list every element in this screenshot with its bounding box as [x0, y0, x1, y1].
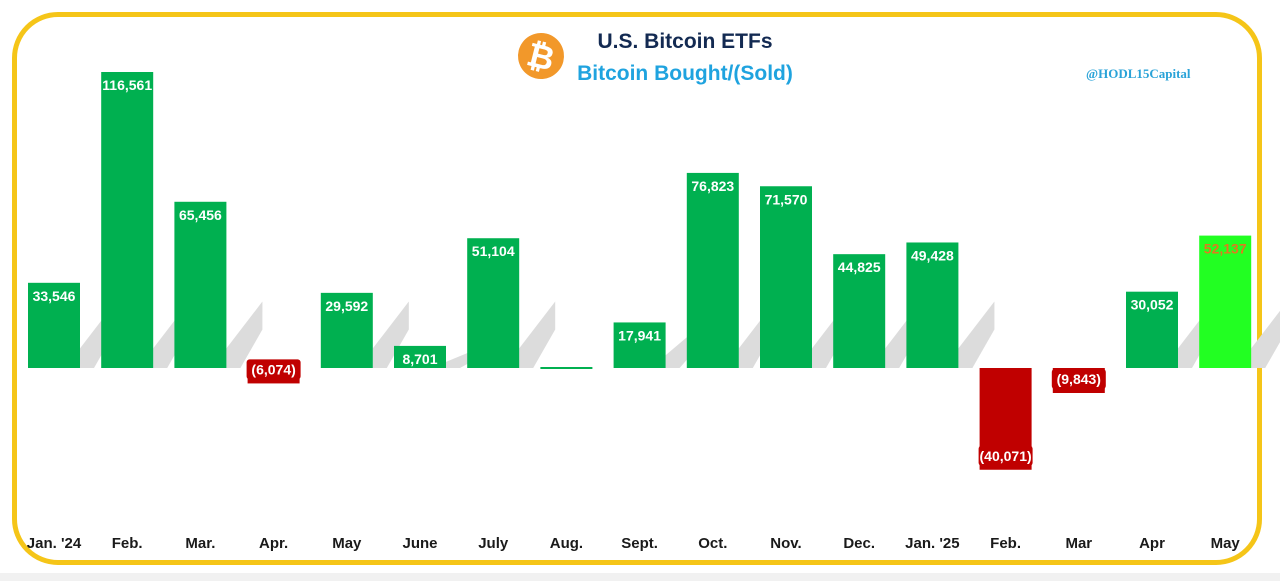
x-tick-label: Feb. — [112, 535, 143, 552]
bar-shadow — [372, 301, 409, 368]
bar-label: 29,592 — [325, 298, 368, 314]
bar-label-bg — [246, 359, 301, 380]
bar-label: (40,071) — [980, 448, 1032, 464]
bar-1 — [101, 72, 154, 368]
bar-shadow — [958, 301, 995, 368]
bar-label: 76,823 — [691, 178, 734, 194]
bar-0 — [28, 282, 80, 368]
bar-label: 17,941 — [618, 327, 661, 343]
bar-label: 65,456 — [179, 207, 222, 223]
bar-15 — [1126, 291, 1178, 368]
bar-label: 33,546 — [33, 288, 76, 304]
bar-11 — [833, 254, 886, 368]
bar-label: 52,137 — [1204, 241, 1247, 257]
bar-shadow — [519, 301, 556, 368]
bar-12 — [906, 242, 959, 368]
chart-subtitle: Bitcoin Bought/(Sold) — [577, 62, 793, 85]
x-tick-label: May — [1211, 535, 1241, 552]
bar-label: (9,843) — [1057, 371, 1101, 387]
bar-shadow — [1251, 310, 1280, 368]
x-tick-label: Mar — [1065, 535, 1092, 552]
author-handle: @HODL15Capital — [1086, 66, 1191, 81]
x-axis-ticks: Jan. '24 Feb. Mar. Apr. May June July Aug. Sept.… — [27, 535, 1241, 552]
x-tick-label: Apr. — [259, 535, 288, 552]
bar-4 — [320, 292, 373, 368]
bar-8 — [613, 322, 666, 368]
bar-10 — [760, 186, 812, 368]
bar-label: 30,052 — [1131, 297, 1174, 313]
bar-label-bg — [978, 445, 1033, 466]
bar-16 — [1199, 235, 1252, 368]
bar-label-bg — [1051, 368, 1106, 389]
x-tick-label: Sept. — [621, 535, 658, 552]
x-tick-label: Nov. — [770, 535, 801, 552]
bar-label: 51,104 — [472, 243, 515, 259]
x-tick-label: Mar. — [185, 535, 215, 552]
bar-label: 44,825 — [838, 259, 881, 275]
bar-label: (6,074) — [251, 361, 295, 377]
bar-5 — [394, 345, 446, 368]
x-tick-label: July — [478, 535, 509, 552]
bar-7 — [540, 367, 593, 369]
x-tick-label: Apr — [1139, 535, 1165, 552]
bar-label: 116,561 — [102, 77, 152, 93]
bar-label: 8,701 — [402, 351, 437, 367]
x-tick-label: May — [332, 535, 362, 552]
chart-title: U.S. Bitcoin ETFs — [597, 30, 773, 53]
bar-9 — [686, 172, 739, 368]
x-tick-label: Jan. '24 — [27, 535, 82, 552]
x-tick-label: Jan. '25 — [905, 535, 959, 552]
x-tick-label: Aug. — [550, 535, 583, 552]
bar-6 — [467, 238, 520, 368]
bar-labels: 33,546 116,561 65,456 (6,074) 29,592 8,701 51,… — [33, 77, 1247, 466]
x-tick-label: Oct. — [698, 535, 727, 552]
x-tick-label: Feb. — [990, 535, 1021, 552]
x-tick-label: June — [402, 535, 437, 552]
bar-shadow — [226, 301, 263, 368]
bar-shadows — [80, 301, 1280, 368]
bar-2 — [174, 201, 227, 368]
bar-label: 49,428 — [911, 247, 954, 263]
bottom-divider — [0, 573, 1280, 581]
x-tick-label: Dec. — [843, 535, 875, 552]
bar-label: 71,570 — [765, 191, 808, 207]
bars — [28, 72, 1252, 470]
